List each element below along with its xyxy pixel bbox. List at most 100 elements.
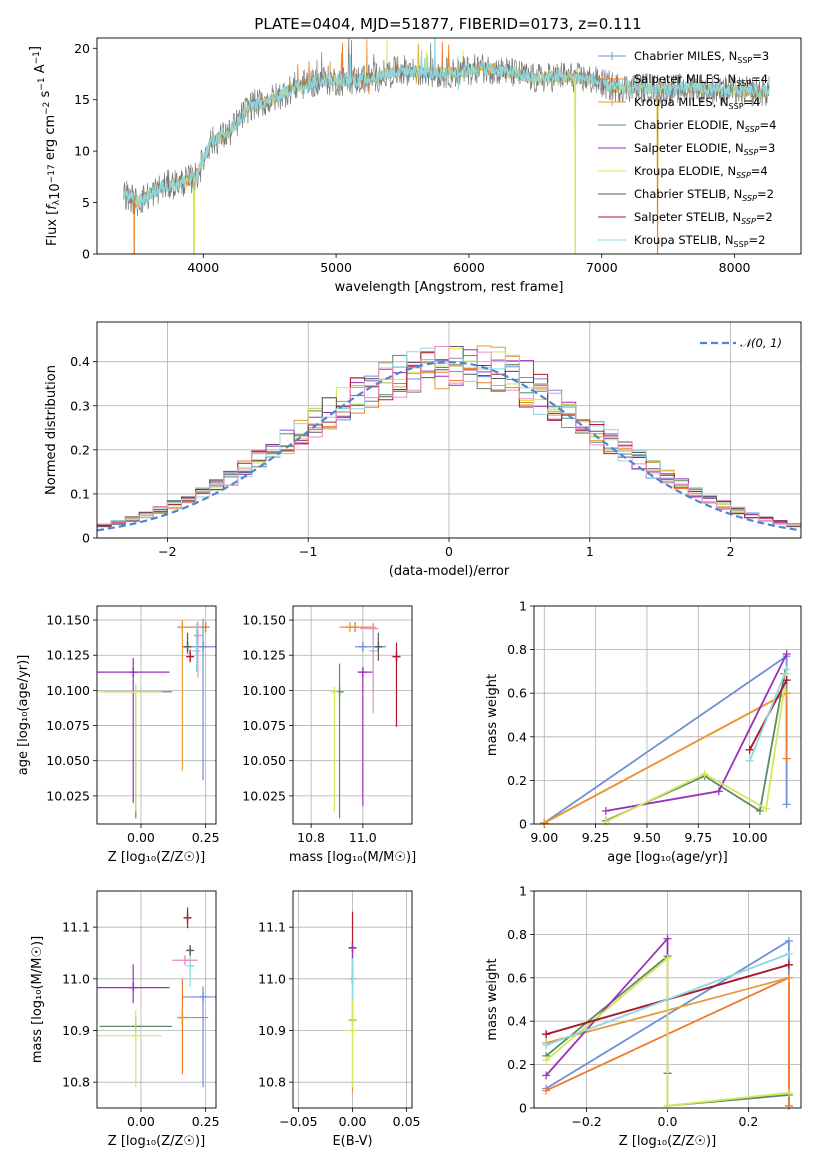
x-tick-label: 0.2 [738, 1114, 758, 1129]
legend-label: Chabrier STELIB, NSSP=2 [634, 187, 774, 203]
x-tick-label: 0.00 [127, 1114, 155, 1129]
y-tick-label: 10.9 [258, 1023, 286, 1038]
x-tick-label: 9.75 [684, 830, 712, 845]
x-tick-label: 0.0 [658, 1114, 678, 1129]
errorbar-points [330, 622, 401, 819]
weight-line [545, 953, 790, 1046]
x-tick-label: −0.05 [279, 1114, 317, 1129]
histogram-series [97, 345, 801, 532]
x-tick-label: 9.25 [582, 830, 610, 845]
errorbar-points [97, 618, 216, 819]
y-axis-label: age [log₁₀(age/yr)] [16, 655, 31, 776]
y-tick-label: 10.8 [62, 1075, 90, 1090]
y-tick-label: 10.9 [62, 1023, 90, 1038]
y-tick-label: 10 [74, 144, 90, 159]
legend-label: Salpeter STELIB, NSSP=2 [634, 210, 773, 226]
x-tick-label: −2 [158, 544, 176, 559]
axes-frame [96, 37, 802, 255]
x-axis-label: wavelength [Angstrom, rest frame] [335, 280, 564, 295]
x-tick-label: 0.00 [127, 830, 155, 845]
y-tick-label: 1 [519, 884, 527, 899]
legend-label: Kroupa ELODIE, NSSP=4 [634, 164, 768, 180]
y-tick-label: 10.150 [46, 613, 90, 628]
mass-vs-ebv-panel: −0.05 0.00 0.05 10.8 10.9 11.0 11.1 E(B-V) [258, 890, 421, 1149]
weight-line [543, 692, 788, 824]
age-vs-mass-panel: 10.8 11.0 10.025 10.050 10.075 10.100 10.125 10… [242, 605, 416, 865]
histogram-panel: −2 −1 0 1 2 0 0.1 0.2 0.3 0.4 (data-model)/error No… [44, 321, 802, 579]
legend-label: 𝒩(0, 1) [740, 336, 782, 350]
x-tick-label: −1 [299, 544, 317, 559]
y-tick-label: 0.4 [507, 1014, 527, 1029]
x-tick-label: 0.25 [192, 830, 220, 845]
y-tick-label: 0.2 [507, 773, 527, 788]
mass-weight-vs-age-panel: 9.00 9.50 10.00 0 0.2 0.4 0.6 0.8 1 age [log₁₀(ag… [485, 599, 802, 865]
y-tick-label: 0 [82, 531, 90, 546]
x-axis-label: (data-model)/error [389, 564, 510, 579]
x-tick-label: −0.2 [571, 1114, 601, 1129]
y-tick-label: 10.050 [46, 753, 90, 768]
x-tick-label: 0.00 [339, 1114, 367, 1129]
x-axis-label: Z [log₁₀(Z/Z☉)] [619, 1134, 716, 1149]
y-tick-label: 15 [74, 92, 90, 107]
y-tick-label: 10.125 [46, 648, 90, 663]
weight-line [605, 673, 786, 822]
x-axis-label: mass [log₁₀(M/M☉)] [289, 850, 416, 865]
weight-line [545, 956, 789, 1107]
y-tick-label: 0 [519, 817, 527, 832]
histogram-legend: 𝒩(0, 1) [700, 336, 782, 350]
x-tick-label: 1 [586, 544, 594, 559]
y-tick-label: 10.050 [242, 753, 286, 768]
mass-weight-vs-Z-panel: −0.2 0.0 0.2 0 0.2 0.4 0.6 0.8 1 Z [log₁₀(Z/Z☉)] m… [485, 884, 802, 1149]
errorbar-points [348, 911, 357, 1093]
y-tick-label: 0 [82, 247, 90, 262]
y-tick-label: 10.075 [242, 718, 286, 733]
figure-title: PLATE=0404, MJD=51877, FIBERID=0173, z=0… [254, 15, 641, 33]
y-axis-label: mass weight [485, 958, 500, 1040]
y-tick-label: 0.4 [70, 354, 90, 369]
weight-series [542, 934, 793, 1110]
axes-frame [292, 605, 413, 825]
spectrum-legend: Chabrier MILES, NSSP=3 Salpeter MILES, NS… [598, 49, 776, 249]
spectrum-panel: 4000 5000 6000 7000 8000 0 5 10 15 20 wavelength [… [28, 37, 802, 295]
y-tick-label: 11.1 [62, 920, 90, 935]
y-tick-label: 0.8 [507, 642, 527, 657]
y-tick-label: 10.025 [46, 788, 90, 803]
y-tick-label: 10.100 [46, 683, 90, 698]
y-tick-label: 10.150 [242, 613, 286, 628]
y-tick-label: 0.2 [70, 442, 90, 457]
spectrum-model-kroupa-stelib [123, 38, 770, 209]
x-tick-label: 6000 [453, 260, 485, 275]
y-axis-label: mass weight [485, 674, 500, 756]
x-axis-label: Z [log₁₀(Z/Z☉)] [108, 1134, 205, 1149]
histogram-step [97, 346, 801, 530]
y-tick-label: 10.8 [258, 1075, 286, 1090]
y-tick-label: 20 [74, 41, 90, 56]
legend-label: Salpeter ELODIE, NSSP=3 [634, 141, 775, 157]
y-axis-label: mass [log₁₀(M/M☉)] [30, 936, 45, 1063]
x-tick-label: 0 [445, 544, 453, 559]
weight-line [543, 654, 788, 824]
y-tick-label: 0.6 [507, 970, 527, 985]
y-tick-label: 0.2 [507, 1057, 527, 1072]
x-tick-label: 10.8 [297, 830, 325, 845]
y-tick-label: 0.3 [70, 398, 90, 413]
axes-frame [96, 605, 217, 825]
weight-line [748, 668, 788, 762]
y-tick-label: 10.125 [242, 648, 286, 663]
legend-label: Salpeter MILES, NSSP=4 [634, 72, 768, 88]
legend-label: Chabrier MILES, NSSP=3 [634, 49, 769, 65]
y-tick-label: 10.025 [242, 788, 286, 803]
y-tick-label: 11.1 [258, 920, 286, 935]
y-tick-label: 0.1 [70, 486, 90, 501]
axes-frame [533, 890, 802, 1109]
x-tick-label: 8000 [719, 260, 751, 275]
weight-series [540, 649, 791, 827]
axes-frame [96, 890, 217, 1109]
y-tick-label: 1 [519, 599, 527, 614]
normal-curve [97, 360, 801, 532]
x-axis-label: age [log₁₀(age/yr)] [607, 850, 728, 865]
x-tick-label: 9.00 [530, 830, 558, 845]
axes-frame [96, 321, 802, 539]
